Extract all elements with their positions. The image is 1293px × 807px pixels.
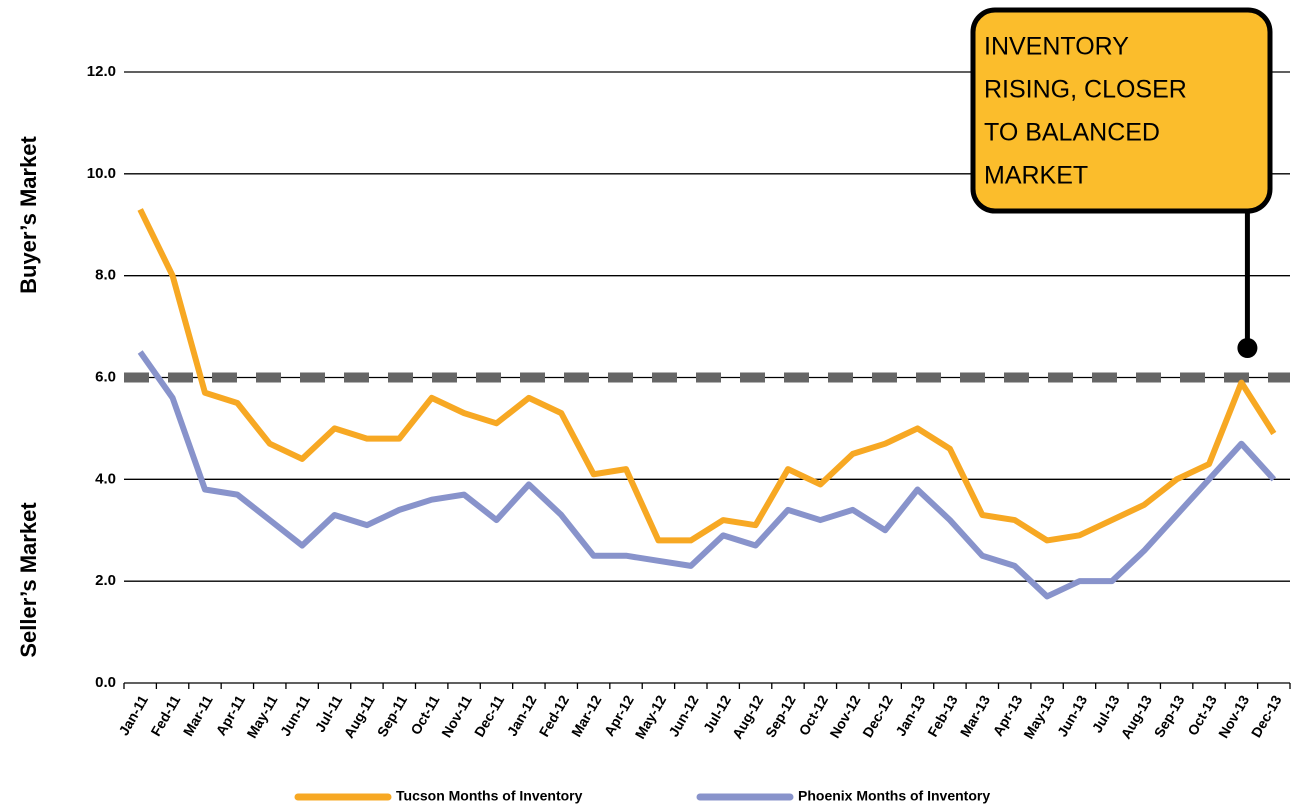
x-tick-label: Mar-12	[568, 692, 605, 739]
x-tick-label: Sep-11	[374, 692, 411, 739]
y-tick-label: 2.0	[95, 572, 116, 589]
x-tick-label: Jun-13	[1054, 692, 1091, 739]
x-tick-label: Jun-11	[277, 692, 313, 739]
x-tick-label: Dec-12	[859, 692, 896, 740]
x-tick-label: Mar-11	[180, 692, 216, 739]
callout-text: MARKET	[984, 162, 1088, 190]
y-tick-label: 8.0	[95, 267, 116, 284]
y-tick-label: 0.0	[95, 674, 116, 691]
y-tick-label: 10.0	[87, 165, 116, 182]
x-tick-label: Dec-13	[1248, 692, 1285, 740]
x-tick-label: Apr-11	[213, 692, 249, 738]
x-tick-label: Mar-13	[957, 692, 994, 739]
y-tick-label: 12.0	[87, 63, 116, 80]
y-axis-title-top: Buyer’s Market	[16, 135, 41, 293]
x-tick-label: Jan-11	[115, 692, 151, 738]
x-tick-label: Fed-12	[536, 692, 573, 739]
x-tick-label: Aug-11	[341, 692, 378, 741]
callout-dot	[1237, 338, 1258, 358]
x-tick-label: May-11	[243, 692, 280, 741]
x-tick-label: Feb-13	[924, 692, 961, 739]
callout-text: TO BALANCED	[984, 119, 1160, 147]
x-tick-label: Jul-12	[700, 692, 734, 735]
series-line	[137, 208, 1277, 544]
x-tick-label: Oct-13	[1184, 692, 1220, 738]
x-tick-label: Nov-12	[826, 692, 863, 741]
callout-box	[970, 7, 1273, 214]
x-tick-label: May-12	[632, 692, 670, 741]
callout-text: INVENTORY	[984, 33, 1129, 61]
x-tick-label: May-13	[1020, 692, 1058, 741]
x-tick-label: Sep-13	[1151, 692, 1188, 740]
callout-text: RISING, CLOSER	[984, 76, 1187, 104]
y-tick-label: 4.0	[95, 470, 116, 487]
x-tick-label: Fed-11	[147, 692, 183, 739]
y-tick-label: 6.0	[95, 368, 116, 385]
legend-label: Phoenix Months of Inventory	[798, 788, 990, 804]
x-tick-label: Jul-11	[312, 692, 346, 735]
x-tick-label: Sep-12	[762, 692, 799, 740]
x-tick-label: Jul-13	[1089, 692, 1123, 735]
x-tick-label: Aug-12	[729, 692, 767, 741]
x-tick-label: Jun-12	[665, 692, 702, 739]
x-tick-label: Oct-11	[407, 692, 442, 737]
x-tick-label: Oct-12	[796, 692, 832, 738]
x-tick-label: Aug-13	[1117, 692, 1155, 741]
y-axis-title-bottom: Seller’s Market	[16, 502, 41, 658]
x-tick-label: Nov-11	[438, 692, 475, 740]
x-tick-label: Nov-13	[1215, 692, 1252, 741]
series-line	[137, 350, 1277, 600]
x-tick-label: Dec-11	[471, 692, 508, 739]
legend-label: Tucson Months of Inventory	[396, 788, 583, 804]
